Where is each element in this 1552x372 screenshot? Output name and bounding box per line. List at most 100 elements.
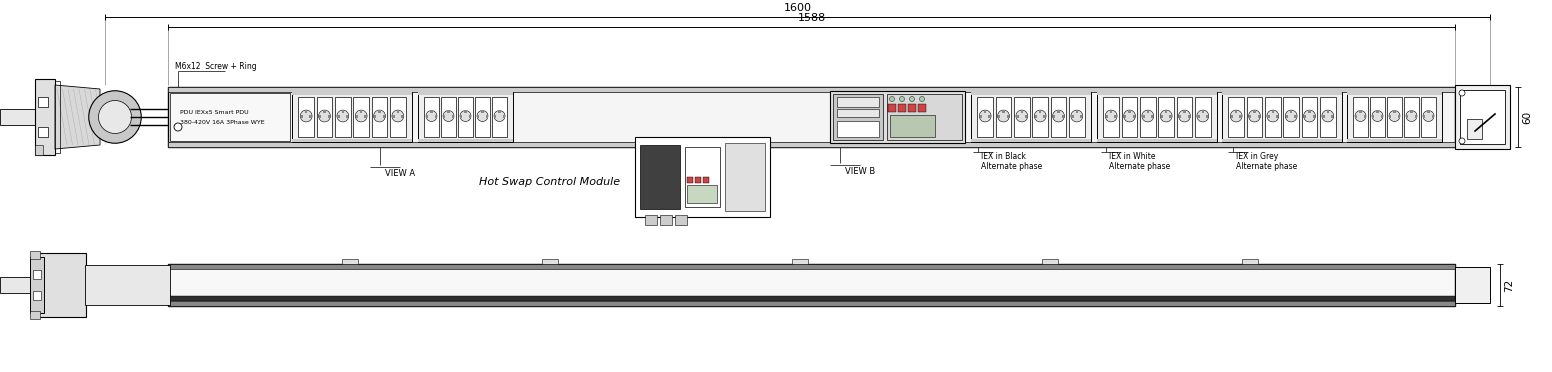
Bar bbox=[792, 259, 809, 264]
Bar bbox=[1183, 109, 1186, 113]
Bar bbox=[1428, 109, 1429, 113]
Bar bbox=[304, 109, 307, 113]
Bar bbox=[1228, 97, 1245, 137]
Bar bbox=[1147, 109, 1148, 113]
Circle shape bbox=[1355, 110, 1366, 122]
Bar bbox=[168, 87, 1456, 147]
Bar bbox=[1285, 115, 1288, 118]
Circle shape bbox=[1459, 138, 1465, 144]
Bar bbox=[33, 270, 40, 279]
Bar bbox=[908, 104, 916, 112]
Bar bbox=[365, 115, 366, 118]
Bar bbox=[1069, 97, 1085, 137]
Bar bbox=[1308, 109, 1311, 113]
Bar bbox=[1423, 115, 1425, 118]
Bar bbox=[355, 115, 359, 118]
Bar bbox=[441, 97, 456, 137]
Bar bbox=[695, 177, 702, 183]
Bar bbox=[1460, 90, 1505, 144]
Text: IEX in White
Alternate phase: IEX in White Alternate phase bbox=[1110, 152, 1170, 171]
Bar bbox=[168, 301, 1456, 306]
Bar bbox=[1035, 115, 1037, 118]
Text: IEX in Black
Alternate phase: IEX in Black Alternate phase bbox=[981, 152, 1043, 171]
Bar bbox=[1398, 115, 1400, 118]
Bar bbox=[1161, 115, 1162, 118]
Bar bbox=[1332, 115, 1333, 118]
Bar bbox=[889, 115, 934, 137]
Bar bbox=[1201, 109, 1204, 113]
Circle shape bbox=[459, 110, 470, 122]
Bar bbox=[833, 94, 883, 140]
Bar bbox=[1114, 115, 1117, 118]
Bar bbox=[1076, 109, 1079, 113]
Bar bbox=[688, 177, 694, 183]
Bar bbox=[1017, 115, 1018, 118]
Bar bbox=[1242, 259, 1259, 264]
Bar bbox=[1195, 97, 1211, 137]
Bar bbox=[1422, 97, 1436, 137]
Circle shape bbox=[300, 110, 312, 122]
Bar bbox=[341, 109, 345, 113]
Bar bbox=[1235, 109, 1237, 113]
Circle shape bbox=[979, 110, 992, 122]
Bar bbox=[317, 97, 332, 137]
Bar bbox=[837, 97, 878, 107]
Bar bbox=[1122, 97, 1138, 137]
Bar bbox=[424, 97, 439, 137]
Bar bbox=[984, 109, 987, 113]
Bar bbox=[475, 97, 490, 137]
Bar bbox=[1265, 97, 1280, 137]
Bar bbox=[309, 115, 312, 118]
Bar bbox=[1372, 115, 1375, 118]
Bar bbox=[417, 139, 514, 142]
Bar bbox=[1246, 97, 1262, 137]
Bar bbox=[675, 215, 688, 225]
Circle shape bbox=[1034, 110, 1046, 122]
Bar bbox=[298, 97, 314, 137]
Bar bbox=[1041, 259, 1058, 264]
Circle shape bbox=[1304, 110, 1316, 122]
Bar bbox=[301, 115, 303, 118]
Bar bbox=[1268, 115, 1270, 118]
Bar bbox=[0, 109, 37, 125]
Bar bbox=[1456, 267, 1490, 303]
Circle shape bbox=[476, 110, 487, 122]
Bar bbox=[646, 215, 656, 225]
Bar bbox=[837, 121, 878, 137]
Circle shape bbox=[337, 110, 349, 122]
Bar bbox=[168, 264, 1456, 269]
Bar bbox=[292, 139, 411, 142]
Bar bbox=[417, 92, 514, 142]
Bar bbox=[476, 115, 480, 118]
Text: VIEW B: VIEW B bbox=[844, 167, 875, 176]
Bar bbox=[1197, 115, 1200, 118]
Circle shape bbox=[1124, 110, 1136, 122]
Circle shape bbox=[1423, 110, 1434, 122]
Circle shape bbox=[1017, 110, 1027, 122]
Bar bbox=[335, 97, 351, 137]
Bar bbox=[1166, 109, 1167, 113]
Bar bbox=[486, 115, 487, 118]
Circle shape bbox=[1052, 110, 1065, 122]
Circle shape bbox=[900, 96, 905, 102]
Bar bbox=[1110, 109, 1113, 113]
Circle shape bbox=[1266, 110, 1279, 122]
Bar bbox=[1142, 115, 1145, 118]
Bar bbox=[1321, 97, 1336, 137]
Bar bbox=[168, 296, 1456, 301]
Bar bbox=[1389, 115, 1392, 118]
Bar bbox=[1071, 115, 1074, 118]
Bar bbox=[1043, 115, 1046, 118]
Bar bbox=[1133, 115, 1135, 118]
Bar bbox=[1097, 139, 1217, 142]
Bar bbox=[435, 115, 438, 118]
Bar bbox=[1032, 97, 1048, 137]
Bar bbox=[452, 115, 455, 118]
Bar bbox=[1097, 92, 1217, 142]
Bar bbox=[442, 115, 445, 118]
Bar bbox=[899, 104, 906, 112]
Bar bbox=[168, 87, 1456, 92]
Bar bbox=[393, 115, 394, 118]
Bar bbox=[168, 264, 1456, 306]
Bar bbox=[37, 97, 48, 107]
